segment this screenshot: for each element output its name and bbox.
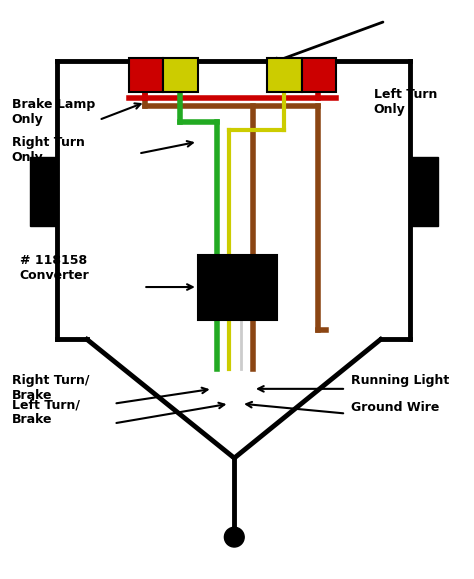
Text: # 118158
Converter: # 118158 Converter — [20, 254, 90, 282]
Text: Left Turn/
Brake: Left Turn/ Brake — [12, 398, 80, 427]
Bar — [198, 255, 277, 320]
Text: Right Turn
Only: Right Turn Only — [12, 135, 85, 164]
Bar — [30, 156, 57, 226]
Bar — [267, 58, 301, 92]
Bar — [410, 156, 438, 226]
Text: Brake Lamp
Only: Brake Lamp Only — [12, 98, 95, 126]
Text: Running Light: Running Light — [351, 374, 449, 387]
Text: Left Turn
Only: Left Turn Only — [374, 88, 437, 116]
Text: Right Turn/
Brake: Right Turn/ Brake — [12, 373, 90, 402]
Bar — [128, 58, 163, 92]
Bar — [163, 58, 198, 92]
Bar — [301, 58, 336, 92]
Circle shape — [224, 527, 244, 547]
Text: Ground Wire: Ground Wire — [351, 401, 439, 413]
